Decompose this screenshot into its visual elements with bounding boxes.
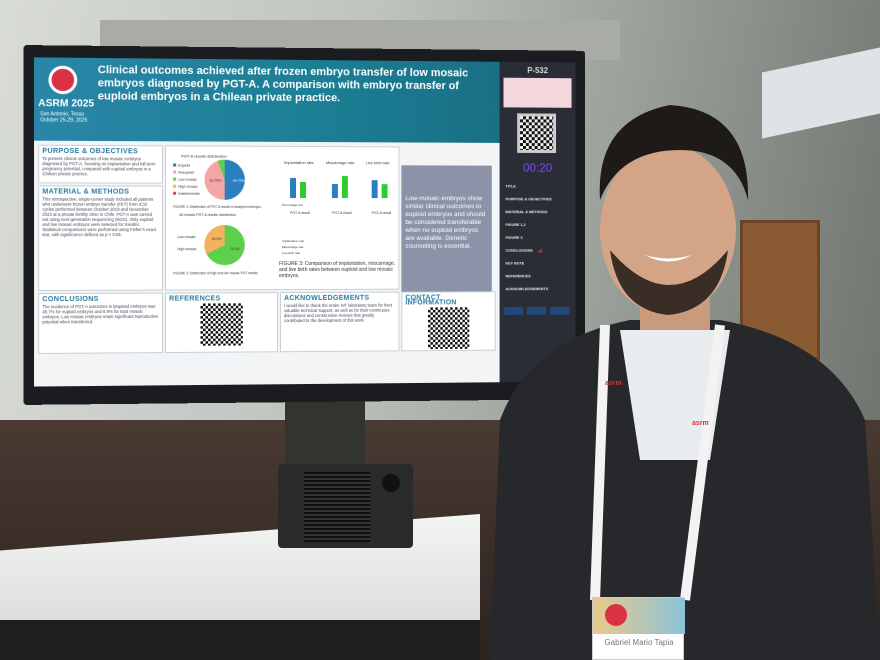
figure-caption: FIGURE 1: Distribution of PGT-A results …	[173, 205, 262, 209]
legend-item: High mosaic	[178, 185, 198, 189]
lanyard-right	[680, 324, 725, 601]
section-text: I would like to thank the entire IVF lab…	[283, 302, 393, 324]
section-text: This retrospective, single-center study …	[42, 196, 157, 238]
qr-code-icon[interactable]	[428, 307, 470, 350]
bar	[332, 184, 339, 199]
pie1-chart: 49.72% 42.75%	[204, 159, 245, 200]
bar-xlabel: PGT-A result	[290, 211, 310, 215]
figures-graphic: PGT-A results distribution 49.72% 42.75%…	[173, 154, 391, 275]
lanyard-logo: asrm	[692, 420, 709, 427]
bar	[299, 181, 306, 198]
purpose-section: PURPOSE & OBJECTIVES To present clinical …	[38, 144, 163, 184]
pie1-label: 42.75%	[210, 179, 222, 183]
bar-chart-title: Implantation rate	[284, 160, 314, 165]
hair	[599, 105, 749, 200]
pie1-label: 49.72%	[233, 179, 245, 183]
acknowledgements-section: ACKNOWLEDGEMENTS I would like to thank th…	[279, 291, 400, 353]
speaker	[278, 464, 413, 548]
badge-name: Gabriel Mario Tapia	[604, 638, 674, 647]
display-monitor: ASRM 2025 San Antonio, Texas October 25-2…	[23, 45, 586, 405]
smile	[645, 255, 692, 262]
conclusions-section: CONCLUSIONS The incidence of PGT-A outcom…	[38, 292, 163, 355]
bar-xlabel: PGT-A result	[332, 211, 352, 215]
lanyard-left	[590, 324, 610, 601]
pie2-slice-high-mosaic	[204, 224, 225, 255]
figure-caption: FIGURE 2: Distribution of high and low m…	[173, 271, 258, 275]
pie1-title: PGT-A results distribution	[181, 154, 226, 159]
legend-item: High mosaic	[177, 247, 197, 251]
conference-info: San Antonio, Texas October 25-29, 2025	[40, 111, 91, 123]
monitor-stand	[285, 400, 365, 470]
poster-number: P-532	[527, 66, 548, 76]
pie2-title: All mosaic PGT-A results distribution	[179, 213, 236, 217]
poster-header: ASRM 2025 San Antonio, Texas October 25-2…	[34, 57, 500, 143]
bar	[371, 180, 378, 199]
bar-xlabel: PGT-A result	[372, 211, 392, 215]
legend-item: Low mosaic	[178, 178, 197, 182]
section-text: The incidence of PGT-A outcomes in biops…	[42, 303, 159, 325]
conference-dates: October 25-29, 2025	[40, 117, 88, 124]
bar	[342, 176, 349, 199]
speaker-grille	[304, 472, 370, 542]
bar	[381, 184, 388, 199]
conference-name: ASRM 2025	[38, 98, 95, 110]
bar-chart-title: Miscarriage rate	[326, 160, 355, 165]
poster-title: Clinical outcomes achieved after frozen …	[97, 64, 469, 105]
pie1-legend: Euploid Aneuploid Low mosaic High mosaic…	[173, 163, 200, 196]
name-badge: Gabriel Mario Tapia	[592, 597, 685, 660]
methods-section: MATERIAL & METHODS This retrospective, si…	[38, 185, 163, 292]
pie1-slice-euploid	[224, 159, 245, 200]
section-heading: CONCLUSIONS	[42, 295, 99, 304]
pie2-label: 75.0%	[230, 247, 240, 251]
poster-screen: ASRM 2025 San Antonio, Texas October 25-2…	[34, 57, 576, 387]
qr-code-icon[interactable]	[200, 303, 243, 346]
legend-item: Indeterminate	[178, 192, 200, 196]
table-skirt	[0, 620, 480, 660]
table-row: Live birth rate	[282, 251, 300, 255]
legend-item: Euploid	[178, 164, 190, 168]
figures-section: PGT-A results distribution 49.72% 42.75%…	[164, 145, 400, 291]
references-section: REFERENCES	[164, 292, 278, 354]
pie2-label: 25.0%	[212, 237, 222, 241]
figure-caption: FIGURE 3: Comparison of implantation, mi…	[278, 260, 396, 280]
beard	[610, 250, 728, 315]
bar-ylabel: Percentage (%)	[282, 203, 303, 207]
table-row: Miscarriage rate	[282, 245, 304, 249]
speaker-knob-icon	[382, 474, 400, 492]
section-heading: PURPOSE & OBJECTIVES	[42, 147, 139, 156]
section-text: To present clinical outcomes of low mosa…	[42, 155, 156, 177]
black-cardigan	[490, 320, 880, 660]
legend-item: Aneuploid	[178, 171, 194, 175]
bar-chart-title: Live birth rate	[366, 160, 391, 165]
section-heading: MATERIAL & METHODS	[42, 188, 130, 196]
asrm-logo-icon	[605, 604, 627, 626]
section-heading: REFERENCES	[169, 295, 221, 303]
pie1-slice-low-mosaic	[217, 159, 225, 180]
bar-charts: Implantation rate Miscarriage rate Live …	[282, 160, 391, 255]
bar	[289, 177, 296, 198]
person	[490, 105, 880, 660]
asrm-logo-icon	[48, 65, 78, 95]
section-heading: ACKNOWLEDGEMENTS	[283, 294, 370, 303]
table-row: Implantation rate	[282, 239, 305, 243]
lanyard-logo: asrm	[605, 380, 622, 387]
legend-item: Low mosaic	[177, 235, 196, 239]
